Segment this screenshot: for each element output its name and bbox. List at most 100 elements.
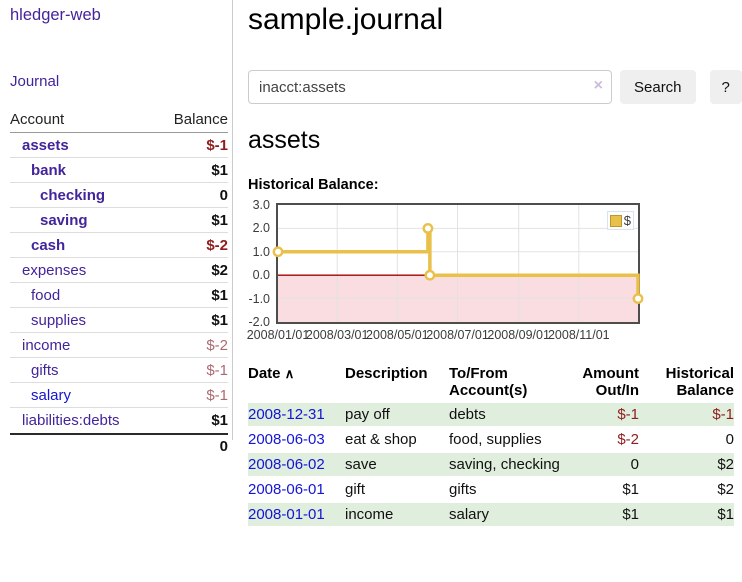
transaction-balance: 0 xyxy=(725,431,734,448)
data-point-marker xyxy=(422,223,434,234)
account-table-body: assets $-1 bank $1 checking 0 saving $1 cash $-2 e… xyxy=(10,133,228,433)
account-balance: $1 xyxy=(211,286,228,304)
x-axis-tick-label: 2008/11/01 xyxy=(547,328,610,342)
account-balance: 0 xyxy=(219,186,228,204)
account-row: checking 0 xyxy=(10,183,228,208)
y-axis-tick-label: 3.0 xyxy=(252,198,270,212)
account-row: income $-2 xyxy=(10,333,228,358)
transaction-date-link[interactable]: 2008-06-02 xyxy=(248,456,325,473)
account-link-salary[interactable]: salary xyxy=(31,386,72,404)
account-table-header: Account Balance xyxy=(10,108,228,133)
search-form: × Search ? xyxy=(248,70,742,104)
chart-plot-area: $ xyxy=(272,203,644,324)
register-table-body: 2008-12-31 pay off debts $-1 $-1 2008-06-03 ea… xyxy=(248,403,734,526)
account-balance: $-1 xyxy=(206,361,228,379)
search-button[interactable]: Search xyxy=(620,70,696,104)
page-title: sample.journal xyxy=(248,3,444,36)
chart-title: Historical Balance: xyxy=(248,177,379,193)
account-table: Account Balance assets $-1 bank $1 checking 0… xyxy=(10,108,228,458)
account-link-gifts[interactable]: gifts xyxy=(31,361,59,379)
account-row: expenses $2 xyxy=(10,258,228,283)
transaction-accounts: gifts xyxy=(449,481,477,498)
transaction-date-link[interactable]: 2008-06-03 xyxy=(248,431,325,448)
account-balance: $2 xyxy=(211,261,228,279)
chart-y-labels: 3.0 2.0 1.0 0.0 -1.0 -2.0 xyxy=(242,198,272,329)
x-axis-tick-label: 2008/09/01 xyxy=(487,328,550,342)
transaction-date-link[interactable]: 2008-06-01 xyxy=(248,481,325,498)
data-point-marker xyxy=(424,269,436,281)
account-row: liabilities:debts $1 xyxy=(10,408,228,433)
register-row: 2008-01-01 income salary $1 $1 xyxy=(248,503,734,526)
transaction-description: eat & shop xyxy=(345,431,417,448)
account-link-food[interactable]: food xyxy=(31,286,61,304)
account-balance: $1 xyxy=(211,161,228,179)
total-balance: 0 xyxy=(219,438,228,455)
y-axis-tick-label: 2.0 xyxy=(252,221,270,236)
account-link-expenses[interactable]: expenses xyxy=(22,261,87,279)
account-row: salary $-1 xyxy=(10,383,228,408)
transaction-accounts: saving, checking xyxy=(449,453,579,476)
y-axis-tick-label: -2.0 xyxy=(248,315,270,329)
account-column-header: Account xyxy=(10,111,65,128)
transaction-amount: $1 xyxy=(622,481,639,498)
y-axis-tick-label: 1.0 xyxy=(252,244,270,259)
transaction-description: income xyxy=(345,503,449,526)
account-total-row: 0 xyxy=(10,433,228,458)
main-content: sample.journal × Search ? assets Histori… xyxy=(247,0,742,528)
register-table: Date ∧ Description To/From Account(s) Am… xyxy=(248,361,734,528)
account-link-assets[interactable]: assets xyxy=(22,136,69,154)
help-button[interactable]: ? xyxy=(709,70,742,104)
accounts-column-header: To/From Account(s) xyxy=(449,365,528,399)
transaction-balance: $2 xyxy=(717,481,734,498)
account-link-liabilities-debts[interactable]: liabilities:debts xyxy=(22,412,120,429)
register-header-row: Date ∧ Description To/From Account(s) Am… xyxy=(248,363,734,401)
legend-swatch-icon xyxy=(609,214,622,227)
search-input-wrap: × xyxy=(248,70,612,104)
account-link-cash[interactable]: cash xyxy=(31,236,66,254)
transaction-description: gift xyxy=(345,481,366,498)
legend-label: $ xyxy=(623,213,631,228)
account-row: gifts $-1 xyxy=(10,358,228,383)
transaction-balance: $-1 xyxy=(639,403,734,426)
account-link-income[interactable]: income xyxy=(22,336,71,354)
account-row: bank $1 xyxy=(10,158,228,183)
transaction-date-link[interactable]: 2008-12-31 xyxy=(248,406,325,423)
transaction-balance: $1 xyxy=(639,503,734,526)
account-balance: $1 xyxy=(211,211,228,229)
account-link-bank[interactable]: bank xyxy=(31,161,67,179)
account-row: saving $1 xyxy=(10,208,228,233)
amount-column-header: Amount Out/In xyxy=(582,365,639,399)
balance-column-header: Balance xyxy=(173,111,228,128)
y-axis-tick-label: -1.0 xyxy=(248,291,270,306)
account-balance: $-2 xyxy=(206,336,228,354)
chart-legend: $ xyxy=(606,211,634,230)
account-balance: $1 xyxy=(211,311,228,329)
balance-chart: 3.0 2.0 1.0 0.0 -1.0 -2.0 $ 2008/01/01 2008/03… xyxy=(242,198,742,344)
transaction-amount: $1 xyxy=(579,503,639,526)
account-link-supplies[interactable]: supplies xyxy=(31,311,87,329)
account-link-saving[interactable]: saving xyxy=(40,211,88,229)
account-row: supplies $1 xyxy=(10,308,228,333)
sort-ascending-icon: ∧ xyxy=(284,366,295,381)
chart-canvas xyxy=(272,205,644,322)
account-balance: $1 xyxy=(211,412,228,429)
account-link-checking[interactable]: checking xyxy=(40,186,106,204)
search-input[interactable] xyxy=(248,70,612,104)
x-axis-tick-label: 2008/03/01 xyxy=(305,328,369,342)
transaction-date-link[interactable]: 2008-01-01 xyxy=(248,506,325,523)
transaction-balance: $2 xyxy=(639,453,734,476)
sidebar-item-journal[interactable]: Journal xyxy=(10,73,60,90)
transaction-accounts: salary xyxy=(449,503,579,526)
transaction-description: pay off xyxy=(345,403,449,426)
transaction-amount: $-1 xyxy=(579,403,639,426)
transaction-amount: 0 xyxy=(579,453,639,476)
account-row: food $1 xyxy=(10,283,228,308)
description-column-header: Description xyxy=(345,365,428,382)
account-balance: $-1 xyxy=(206,136,228,154)
x-axis-tick-label: 2008/07/01 xyxy=(426,328,489,342)
account-balance: $-2 xyxy=(206,236,228,254)
date-column-header[interactable]: Date ∧ xyxy=(248,363,345,401)
app-title-link[interactable]: hledger-web xyxy=(10,6,101,24)
transaction-amount: $-2 xyxy=(617,431,639,448)
clear-search-icon[interactable]: × xyxy=(593,77,603,94)
